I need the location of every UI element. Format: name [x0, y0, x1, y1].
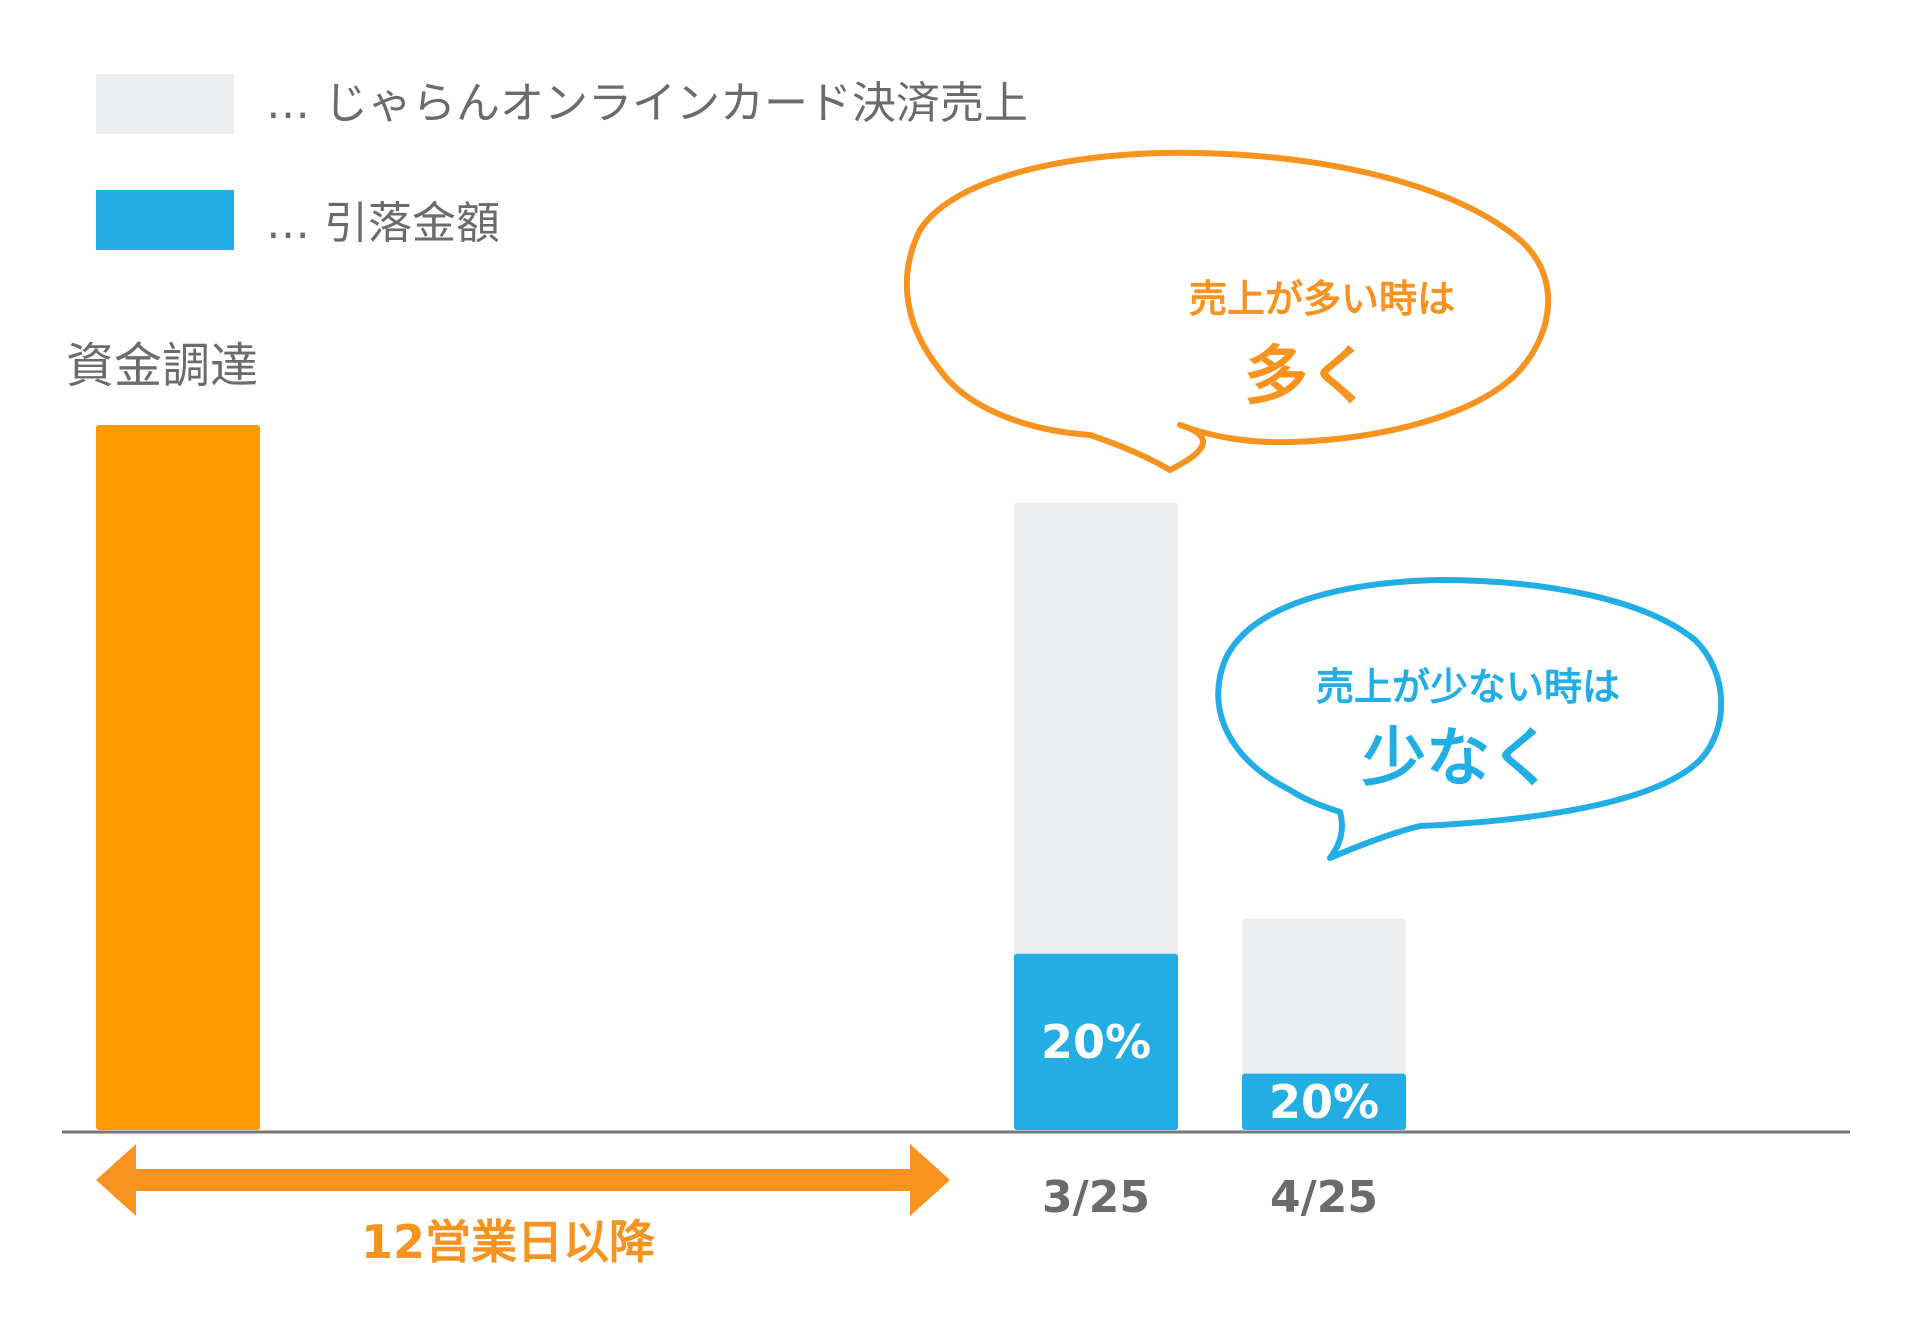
funding-label: 資金調達	[66, 338, 258, 394]
speech-bubble-icon: 売上が少ない時は 少なく	[1215, 577, 1725, 861]
bar-data-label: 20%	[1041, 1015, 1151, 1069]
arrow-label: 12営業日以降	[361, 1215, 655, 1269]
speech-bubble-icon: 売上が多い時は 多く	[903, 149, 1552, 473]
bar-data-label: 20%	[1269, 1075, 1379, 1129]
legend-swatch-debit	[96, 190, 234, 250]
bubble-text-top: 売上が多い時は	[1189, 277, 1455, 321]
legend: … じゃらんオンラインカード決済売上 … 引落金額	[96, 74, 1028, 250]
bubble-text-top: 売上が少ない時は	[1316, 665, 1620, 709]
double-arrow-icon	[96, 1144, 950, 1216]
legend-label-debit: … 引落金額	[266, 198, 500, 249]
bar-debit-2	[1242, 1073, 1406, 1130]
x-tick-label: 4/25	[1270, 1172, 1378, 1223]
bubble-text-main: 多く	[1244, 340, 1372, 414]
category-labels: 3/25 4/25	[1042, 1172, 1378, 1223]
x-tick-label: 3/25	[1042, 1172, 1150, 1223]
legend-swatch-sales	[96, 74, 234, 134]
bars: 20% 20%	[96, 425, 1406, 1130]
bubble-text-main: 少なく	[1362, 722, 1554, 796]
bar-debit-1	[1014, 953, 1178, 1130]
bar-funding	[96, 425, 260, 1130]
legend-label-sales: … じゃらんオンラインカード決済売上	[266, 78, 1028, 129]
